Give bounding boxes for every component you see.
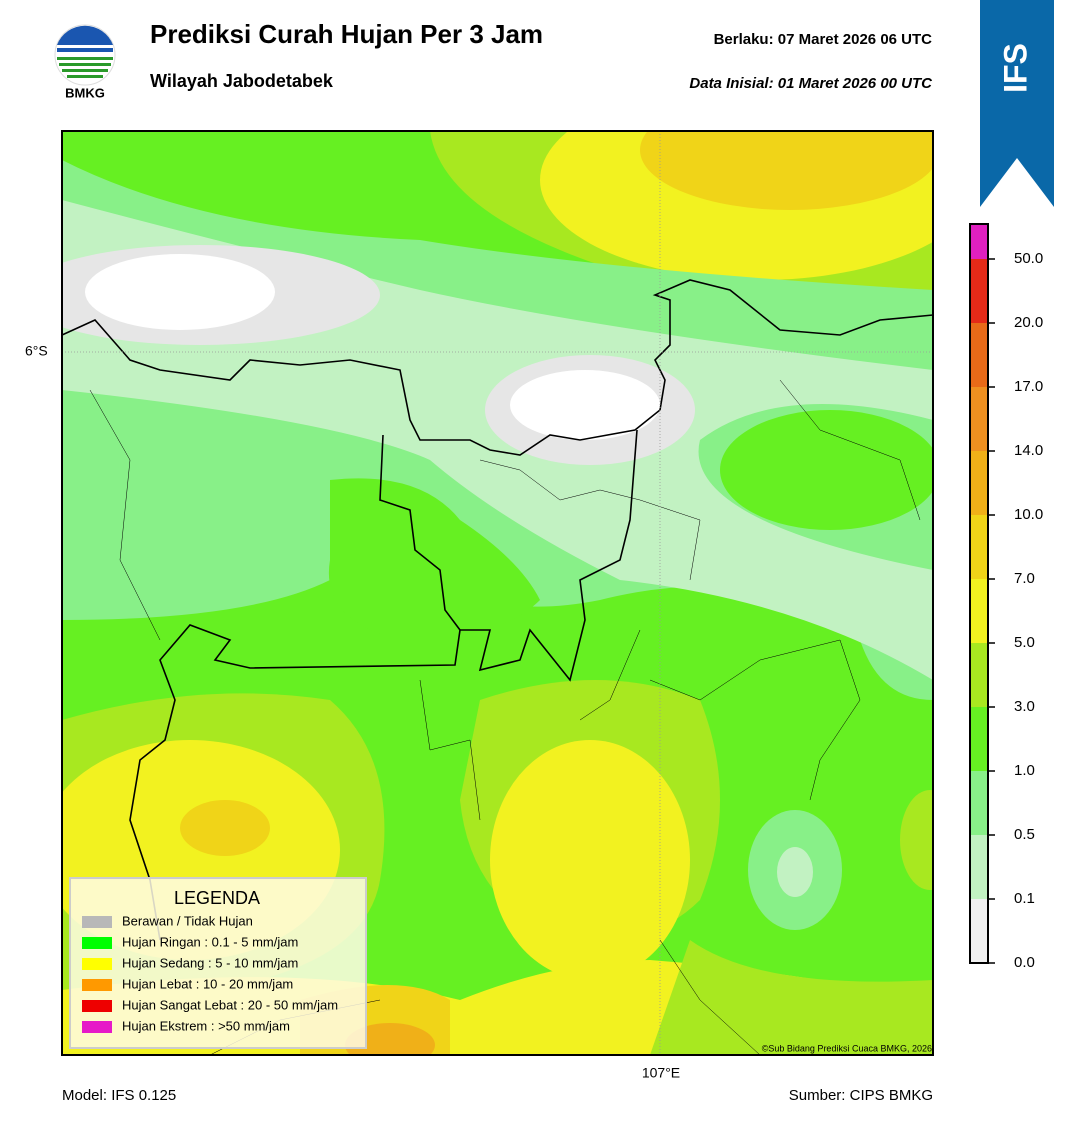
- colorbar-tick-label: 20.0: [1014, 314, 1043, 331]
- legend-swatch: [82, 1000, 112, 1012]
- model: Model: IFS 0.125: [62, 1087, 176, 1104]
- legend-title: LEGENDA: [174, 888, 260, 908]
- lat-label: 6°S: [25, 343, 48, 359]
- legend-label: Hujan Sedang : 5 - 10 mm/jam: [122, 955, 298, 970]
- colorbar-segment: [970, 899, 988, 963]
- legend-box: [69, 877, 367, 1049]
- map-frame: [61, 130, 934, 1056]
- colorbar-tick-label: 14.0: [1014, 442, 1043, 459]
- badge-text: IFS: [997, 43, 1033, 93]
- legend-swatch: [82, 1021, 112, 1033]
- colorbar-segment: [970, 451, 988, 515]
- lon-label: 107°E: [642, 1065, 680, 1081]
- logo: [54, 24, 116, 86]
- colorbar-tick-label: 1.0: [1014, 762, 1035, 779]
- legend: Berawan / Tidak Hujan Hujan Ringan : 0.1 …: [82, 913, 338, 1033]
- colorbar-segment: [970, 259, 988, 323]
- subtitle: Wilayah Jabodetabek: [150, 71, 334, 91]
- legend-label: Hujan Sangat Lebat : 20 - 50 mm/jam: [122, 997, 338, 1012]
- initial-time: Data Inisial: 01 Maret 2026 00 UTC: [689, 75, 933, 92]
- colorbar-tick-label: 0.0: [1014, 954, 1035, 971]
- colorbar-segment: [970, 515, 988, 579]
- colorbar-segment: [970, 835, 988, 899]
- legend-label: Hujan Ekstrem : >50 mm/jam: [122, 1018, 290, 1033]
- colorbar-segment: [970, 643, 988, 707]
- colorbar-segment: [970, 579, 988, 643]
- colorbar-segment: [970, 224, 988, 259]
- colorbar-segment: [970, 387, 988, 451]
- credit: ©Sub Bidang Prediksi Cuaca BMKG, 2026: [762, 1043, 932, 1053]
- colorbar: 0.0 0.1 0.5 1.0 3.0 5.0 7.0 10.0 14.0 17.0 20.0 50.…: [969, 223, 1043, 971]
- valid-time: Berlaku: 07 Maret 2026 06 UTC: [714, 31, 933, 48]
- legend-label: Hujan Ringan : 0.1 - 5 mm/jam: [122, 934, 298, 949]
- colorbar-tick-label: 17.0: [1014, 378, 1043, 395]
- colorbar-tick-label: 0.5: [1014, 826, 1035, 843]
- legend-swatch: [82, 979, 112, 991]
- legend-label: Berawan / Tidak Hujan: [122, 913, 253, 928]
- colorbar-tick-label: 3.0: [1014, 698, 1035, 715]
- source: Sumber: CIPS BMKG: [789, 1087, 933, 1104]
- legend-label: Hujan Lebat : 10 - 20 mm/jam: [122, 976, 293, 991]
- legend-swatch: [82, 958, 112, 970]
- colorbar-tick-label: 5.0: [1014, 634, 1035, 651]
- colorbar-frame: [969, 223, 989, 964]
- badge: [980, 0, 1054, 207]
- colorbar-tick-label: 50.0: [1014, 250, 1043, 267]
- colorbar-segment: [970, 323, 988, 387]
- colorbar-tick-label: 7.0: [1014, 570, 1035, 587]
- title: Prediksi Curah Hujan Per 3 Jam: [150, 19, 543, 49]
- logo-text: BMKG: [65, 85, 105, 100]
- legend-swatch: [82, 937, 112, 949]
- colorbar-segment: [970, 771, 988, 835]
- legend-swatch: [82, 916, 112, 928]
- colorbar-segment: [970, 707, 988, 771]
- colorbar-tick-label: 0.1: [1014, 890, 1035, 907]
- colorbar-tick-label: 10.0: [1014, 506, 1043, 523]
